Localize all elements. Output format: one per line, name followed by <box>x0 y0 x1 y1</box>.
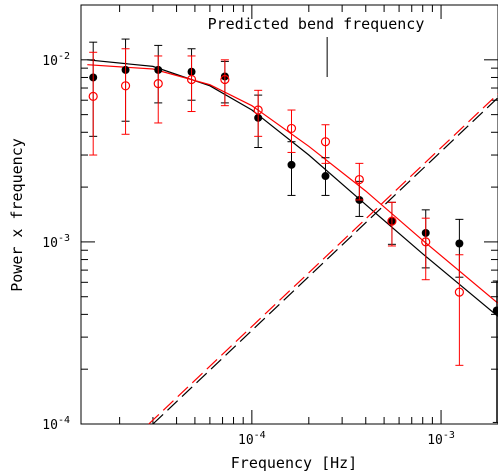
data-point-open <box>286 123 297 134</box>
data-point-filled <box>492 306 498 315</box>
y-tick-label: 10-4 <box>42 415 70 433</box>
data-point-open <box>120 81 131 91</box>
data-point-filled <box>455 239 464 248</box>
plot-frame <box>80 4 498 425</box>
data-point-open <box>421 237 431 247</box>
data-point-open <box>220 74 230 85</box>
data-point-open <box>320 137 331 147</box>
component-dashed-line <box>148 93 498 425</box>
axis-ticks <box>81 4 498 425</box>
x-tick-label: 10-4 <box>238 430 266 448</box>
annotation-text: Predicted bend frequency <box>208 15 425 33</box>
data-point-filled <box>321 172 330 181</box>
data-point-open <box>354 174 364 185</box>
data-point-open <box>387 216 397 226</box>
tick-labels: 10-4 10-3 10-4 10-3 10-2 <box>42 51 455 448</box>
y-tick-label: 10-2 <box>42 51 70 69</box>
data-points <box>88 38 498 423</box>
x-axis-label: Frequency [Hz] <box>231 454 357 472</box>
model-curve <box>87 59 498 317</box>
model-curve <box>87 64 498 304</box>
data-point-open <box>153 79 163 89</box>
y-axis-label: Power x frequency <box>8 138 26 292</box>
data-point-open <box>88 91 98 101</box>
data-point-open <box>253 105 263 115</box>
data-point-open <box>186 74 197 85</box>
model-curves <box>87 59 498 425</box>
y-tick-label: 10-3 <box>42 233 70 251</box>
data-point-open <box>454 287 464 297</box>
data-point-filled <box>287 160 296 169</box>
x-tick-label: 10-3 <box>427 430 455 448</box>
